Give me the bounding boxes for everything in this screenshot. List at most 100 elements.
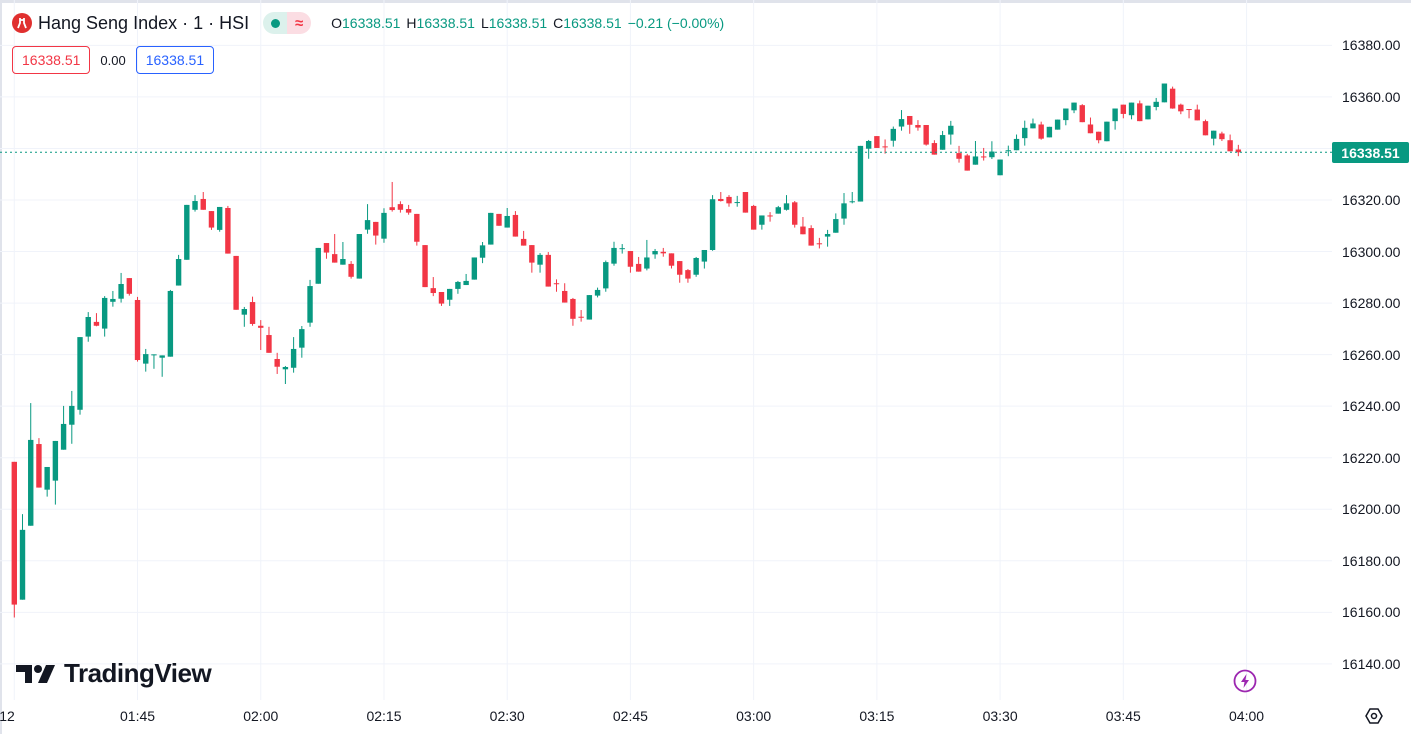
chart-legend: Hang Seng Index · 1 · HSI ≈ O16338.51 H1…: [12, 10, 724, 36]
candle-body: [348, 263, 354, 277]
candle-down: [405, 204, 412, 215]
time-tick-label: 02:15: [366, 708, 402, 724]
candle-body: [1161, 83, 1168, 103]
price-tick-label: 16220.00: [1342, 449, 1401, 466]
low-value: 16338.51: [488, 15, 548, 31]
window-top-border: [0, 0, 1411, 3]
candle-down: [389, 181, 395, 212]
candle-down: [93, 313, 100, 327]
candle-down: [225, 205, 231, 254]
candle-body: [93, 321, 100, 326]
candle-body: [11, 461, 17, 605]
candle-up: [1104, 121, 1110, 142]
candle-up: [824, 229, 831, 247]
close-value: 16338.51: [563, 15, 622, 31]
candle-body: [660, 251, 666, 254]
candle-up: [989, 141, 995, 160]
time-tick-label: 01:45: [119, 708, 156, 724]
candle-body: [545, 254, 551, 287]
candle-body: [627, 251, 634, 267]
candle-body: [225, 207, 231, 254]
current-price-label: 16338.51: [1332, 142, 1409, 163]
candle-down: [964, 153, 970, 171]
candle-body: [562, 290, 568, 303]
candle-body: [36, 444, 42, 488]
candle-up: [619, 244, 625, 254]
candle-up: [1153, 97, 1159, 111]
candle-up: [315, 247, 321, 284]
candle-down: [36, 438, 42, 488]
candle-up: [143, 348, 149, 372]
candle-body: [307, 286, 313, 323]
candle-body: [126, 278, 133, 294]
candle-body: [849, 201, 855, 203]
candle-body: [1137, 103, 1143, 122]
settings-icon[interactable]: [1364, 706, 1384, 726]
buy-price-button[interactable]: 16338.51: [135, 46, 215, 74]
tradingview-logo[interactable]: TradingView: [16, 658, 212, 689]
candle-body: [118, 284, 124, 299]
time-tick-label: 03:00: [736, 708, 772, 724]
candle-down: [931, 140, 938, 155]
candle-down: [660, 247, 666, 257]
candle-up: [216, 206, 223, 232]
candle-down: [1186, 109, 1192, 119]
candle-body: [184, 204, 190, 260]
candle-body: [800, 226, 806, 235]
time-tick-label: 03:15: [859, 708, 895, 724]
candle-up: [151, 354, 157, 369]
candle-up: [504, 207, 510, 228]
candle-up: [356, 234, 363, 279]
candle-body: [274, 359, 280, 367]
candle-up: [898, 110, 905, 131]
candle-body: [594, 289, 601, 296]
candle-body: [405, 209, 412, 213]
symbol-title[interactable]: Hang Seng Index · 1 · HSI: [38, 12, 250, 33]
candle-up: [110, 290, 116, 307]
candle-body: [364, 220, 371, 230]
sell-price-button[interactable]: 16338.51: [12, 46, 91, 74]
candle-body: [635, 263, 642, 272]
candle-down: [808, 225, 814, 246]
candle-body: [718, 198, 724, 202]
candle-up: [693, 256, 699, 277]
lightning-icon[interactable]: [1233, 669, 1257, 693]
candle-body: [882, 146, 888, 148]
candle-down: [1079, 104, 1085, 123]
candle-body: [841, 203, 847, 219]
candle-body: [1022, 127, 1028, 139]
candle-up: [537, 253, 543, 273]
candle-body: [69, 405, 75, 425]
candle-body: [44, 466, 50, 490]
change-value: −0.21 (−0.00%): [627, 15, 725, 31]
candle-up: [85, 312, 91, 342]
time-tick-label: 03:30: [982, 708, 1018, 724]
candle-body: [19, 529, 26, 600]
candle-body: [693, 257, 699, 275]
candle-down: [570, 297, 576, 326]
candle-body: [677, 261, 683, 275]
price-tick-label: 16360.00: [1342, 88, 1401, 105]
candle-up: [471, 257, 478, 280]
candle-body: [923, 125, 929, 145]
candle-up: [192, 195, 198, 212]
candle-body: [258, 325, 264, 328]
high-label: H: [406, 15, 417, 31]
candle-body: [1235, 149, 1242, 153]
candle-down: [529, 245, 535, 273]
candle-body: [578, 316, 584, 318]
candle-up: [479, 242, 486, 264]
candle-body: [972, 156, 979, 165]
candle-up: [184, 204, 190, 260]
time-tick-label: 02:45: [612, 708, 648, 724]
candle-down: [1137, 100, 1143, 122]
market-status-pill[interactable]: ≈: [263, 12, 312, 34]
candle-body: [824, 234, 831, 237]
candle-up: [60, 405, 67, 450]
candle-up: [644, 239, 650, 271]
candle-up: [841, 193, 847, 225]
price-tick-label: 16240.00: [1342, 398, 1401, 415]
candle-body: [77, 337, 83, 410]
candle-body: [742, 192, 749, 213]
